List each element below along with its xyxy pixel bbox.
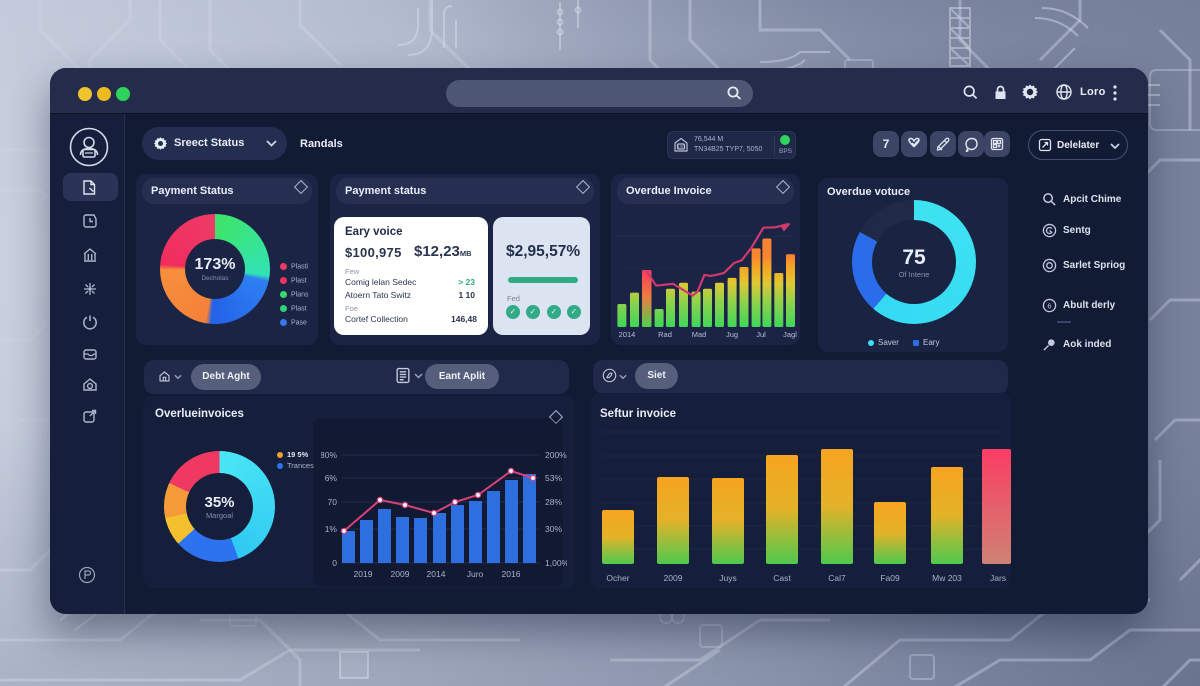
svg-text:2009: 2009 (664, 573, 683, 583)
svg-text:2016: 2016 (502, 569, 521, 579)
svg-text:2019: 2019 (354, 569, 373, 579)
svg-text:6: 6 (1047, 301, 1051, 310)
svg-text:53%: 53% (545, 473, 562, 483)
svg-text:0: 0 (332, 558, 337, 568)
svg-text:Jars: Jars (990, 573, 1006, 583)
svg-text:30%: 30% (545, 524, 562, 534)
svg-text:1%: 1% (325, 524, 338, 534)
svg-text:200%: 200% (545, 450, 567, 460)
svg-text:Ocher: Ocher (606, 573, 629, 583)
svg-text:Juys: Juys (719, 573, 736, 583)
svg-text:Jug: Jug (726, 330, 738, 339)
svg-text:28%: 28% (545, 497, 562, 507)
svg-text:70: 70 (328, 497, 338, 507)
svg-text:14C: 14C (677, 144, 686, 149)
svg-text:2009: 2009 (391, 569, 410, 579)
svg-text:Juro: Juro (467, 569, 484, 579)
svg-text:80%: 80% (321, 450, 337, 460)
svg-text:2014: 2014 (427, 569, 446, 579)
svg-text:6%: 6% (325, 473, 338, 483)
svg-text:Jagl: Jagl (783, 330, 797, 339)
svg-text:2014: 2014 (619, 330, 636, 339)
svg-text:Mw 203: Mw 203 (932, 573, 962, 583)
svg-text:1,00%: 1,00% (545, 558, 567, 568)
svg-text:Mad: Mad (692, 330, 707, 339)
svg-text:Cast: Cast (773, 573, 791, 583)
svg-text:Fa09: Fa09 (880, 573, 900, 583)
svg-text:Jul: Jul (756, 330, 766, 339)
svg-text:Cal7: Cal7 (828, 573, 846, 583)
svg-text:Rad: Rad (658, 330, 672, 339)
